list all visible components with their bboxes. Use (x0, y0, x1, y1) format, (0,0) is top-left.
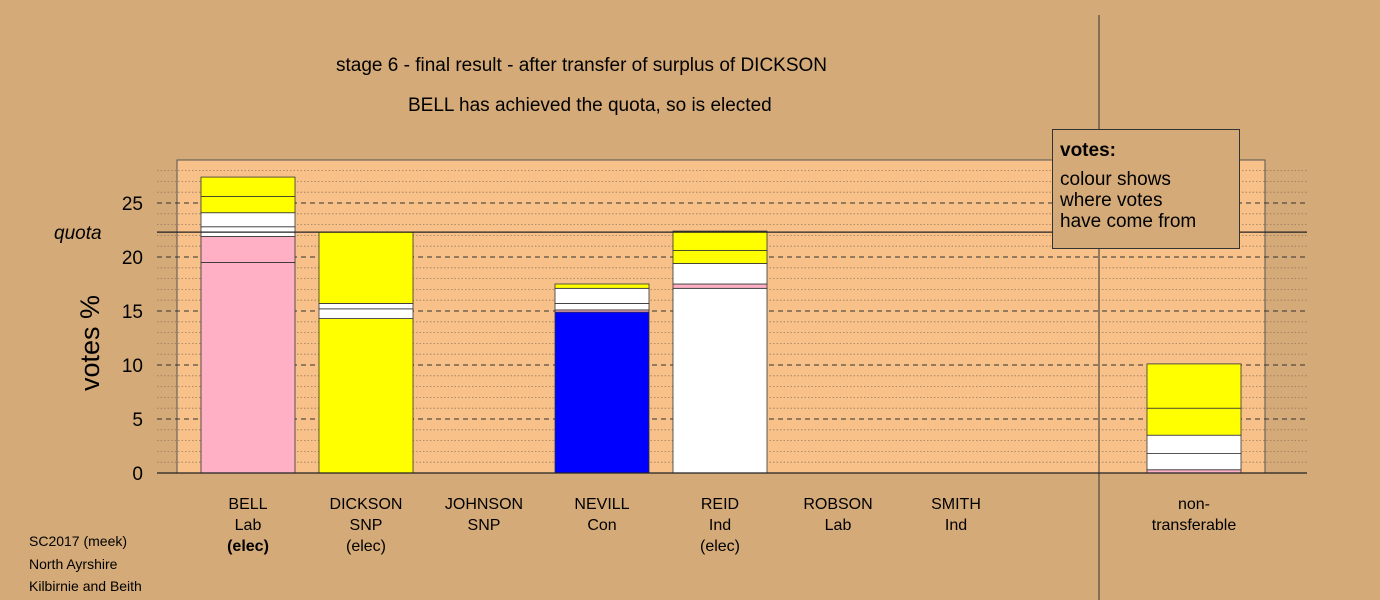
y-tick-label: 5 (132, 410, 143, 431)
bar-segment-non-3 (1146, 407, 1242, 436)
candidate-label-johnson: JOHNSON SNP (414, 494, 554, 536)
bar-segment-reid-0 (672, 287, 768, 474)
candidate-name: SMITH (931, 496, 981, 513)
bar-segment-dickson-2 (318, 303, 414, 310)
bar-segment-nevill-0 (554, 311, 650, 474)
bar-segment-non-2 (1146, 434, 1242, 454)
bar-segment-reid-4 (672, 230, 768, 251)
bar-segment-nevill-3 (554, 287, 650, 304)
candidate-party: Con (587, 517, 617, 534)
footer-line-2: North Ayrshire (29, 555, 118, 572)
candidate-status: (elec) (345, 538, 386, 555)
candidate-name: BELL (228, 496, 268, 513)
candidate-party: SNP (349, 517, 383, 534)
bar-segment-bell-3 (200, 212, 296, 228)
bar-segment-non-1 (1146, 453, 1242, 471)
y-tick-label: 10 (122, 356, 143, 377)
candidate-party: transferable (1151, 517, 1237, 534)
legend-title: votes: (1060, 140, 1116, 161)
bar-segment-non-4 (1146, 363, 1242, 409)
bar-segment-bell-0 (200, 261, 296, 474)
footer: SC2017 (meek) North Ayrshire Kilbirnie a… (29, 530, 142, 598)
bar-segment-reid-3 (672, 250, 768, 264)
bar-segment-bell-1 (200, 236, 296, 263)
candidate-label-reid: REID Ind (elec) (650, 494, 790, 557)
bar-segment-nevill-2 (554, 303, 650, 311)
legend-line-1: colour shows (1060, 169, 1171, 190)
bar-segment-dickson-3 (318, 231, 414, 304)
candidate-name: JOHNSON (444, 496, 524, 513)
candidate-label-non: non-transferable (1124, 494, 1264, 536)
bar-segment-nevill-4 (554, 283, 650, 289)
candidate-party: Lab (824, 517, 852, 534)
candidate-name: NEVILL (574, 496, 630, 513)
candidate-name: REID (700, 496, 740, 513)
y-tick-label: 0 (132, 464, 143, 485)
bar-segment-reid-1 (672, 283, 768, 289)
candidate-status: (elec) (699, 538, 740, 555)
candidate-name: ROBSON (803, 496, 873, 513)
candidate-party: Ind (708, 517, 732, 534)
bar-segment-dickson-0 (318, 318, 414, 474)
y-tick-label: 25 (122, 194, 143, 215)
y-axis-label: votes % (75, 295, 105, 391)
candidate-party: Lab (234, 517, 262, 534)
candidate-label-smith: SMITH Ind (886, 494, 1026, 536)
legend-line-2: where votes (1060, 190, 1163, 211)
bar-segment-dickson-1 (318, 308, 414, 319)
candidate-name: DICKSON (329, 496, 403, 513)
quota-label: quota (54, 223, 102, 244)
candidate-label-dickson: DICKSON SNP (elec) (296, 494, 436, 557)
legend-line-3: have come from (1060, 211, 1197, 232)
candidate-name: non- (1177, 496, 1211, 513)
footer-line-3: Kilbirnie and Beith (29, 578, 142, 594)
bar-segment-reid-2 (672, 263, 768, 285)
y-tick-label: 20 (122, 248, 143, 269)
candidate-label-robson: ROBSON Lab (768, 494, 908, 536)
candidate-label-bell: BELL Lab (elec) (178, 494, 318, 557)
bar-segment-bell-5 (200, 176, 296, 197)
footer-line-1: SC2017 (meek) (29, 533, 128, 549)
candidate-label-nevill: NEVILL Con (532, 494, 672, 536)
candidate-status: (elec) (227, 538, 269, 555)
chart-title: stage 6 - final result - after transfer … (336, 55, 828, 76)
bar-segment-bell-4 (200, 196, 296, 214)
candidate-party: SNP (467, 517, 501, 534)
candidate-party: Ind (944, 517, 968, 534)
chart-subtitle: BELL has achieved the quota, so is elect… (408, 95, 772, 116)
y-tick-label: 15 (122, 302, 143, 323)
legend-box: votes: colour shows where votes have com… (1052, 129, 1240, 249)
